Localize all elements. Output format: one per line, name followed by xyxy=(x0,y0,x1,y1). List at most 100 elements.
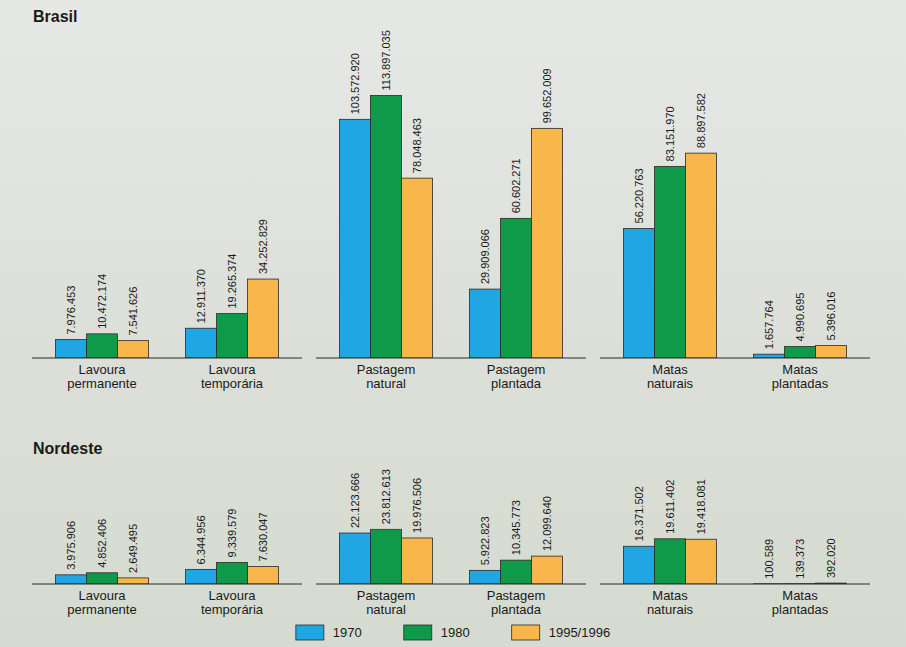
legend-label: 1995/1996 xyxy=(549,625,610,640)
bar: 1980 xyxy=(785,346,816,358)
bar xyxy=(248,566,279,584)
data-label: 88.897.582 xyxy=(695,93,707,148)
data-label: 60.602.271 xyxy=(510,158,522,213)
category-label: Pastagemnatural xyxy=(357,588,416,617)
bar: 1995/1996 xyxy=(402,178,433,358)
bar: 1970 xyxy=(624,228,655,358)
bar xyxy=(655,539,686,584)
data-label: 10.345.773 xyxy=(510,500,522,555)
bar xyxy=(56,575,87,584)
category-label: Lavouratemporária xyxy=(201,362,264,391)
data-label: 12.911.370 xyxy=(195,269,207,323)
data-label: 56.220.763 xyxy=(633,168,645,223)
legend-swatch xyxy=(512,625,540,640)
category-label: Pastagemplantada xyxy=(487,362,546,391)
data-label: 83.151.970 xyxy=(664,106,676,161)
data-label: 12.099.640 xyxy=(541,496,553,551)
bar xyxy=(87,573,118,584)
category-label: Pastagemplantada xyxy=(487,588,546,617)
panel-title: Nordeste xyxy=(33,440,102,457)
bar xyxy=(118,578,149,584)
bar: 1970 xyxy=(186,328,217,358)
data-label: 139.373 xyxy=(794,539,806,579)
baseline xyxy=(316,358,586,359)
legend-label: 1970 xyxy=(333,625,362,640)
category-label: Matasnaturais xyxy=(647,362,694,391)
legend: 1970 1980 1995/1996 xyxy=(296,625,610,640)
legend-label: 1980 xyxy=(441,625,470,640)
bar: 1970 xyxy=(56,340,87,358)
data-label: 7.630.047 xyxy=(257,512,269,561)
data-label: 103.572.920 xyxy=(349,53,361,114)
data-label: 34.252.829 xyxy=(257,219,269,274)
bar xyxy=(217,562,248,584)
panel: Brasil197019801995/1996197019801995/1996… xyxy=(32,8,870,391)
bar xyxy=(470,570,501,584)
bars xyxy=(56,529,847,584)
data-label: 7.541.626 xyxy=(127,287,139,336)
category-label: Pastagemnatural xyxy=(357,362,416,391)
data-labels: 7.976.453 10.472.174 7.541.626 12.911.370 19… xyxy=(65,30,837,349)
baseline xyxy=(32,358,302,359)
legend-swatch xyxy=(296,625,324,640)
bar xyxy=(402,538,433,584)
data-label: 2.649.495 xyxy=(127,524,139,573)
chart: Brasil197019801995/1996197019801995/1996… xyxy=(0,0,906,647)
bar: 1980 xyxy=(87,334,118,358)
bar xyxy=(371,529,402,584)
bar: 1995/1996 xyxy=(118,341,149,358)
data-label: 99.652.009 xyxy=(541,68,553,123)
data-label: 19.418.081 xyxy=(695,479,707,534)
bar: 1980 xyxy=(371,96,402,358)
category-label: Matasplantadas xyxy=(772,588,829,617)
data-label: 3.975.906 xyxy=(65,521,77,570)
data-label: 7.976.453 xyxy=(65,286,77,335)
bar: 1995/1996 xyxy=(248,279,279,358)
data-label: 9.339.579 xyxy=(226,509,238,558)
bar xyxy=(340,533,371,584)
category-label: Matasnaturais xyxy=(647,588,694,617)
panel-title: Brasil xyxy=(33,8,77,25)
bar: 1980 xyxy=(655,166,686,358)
bar: 1995/1996 xyxy=(816,346,847,358)
bar: 1995/1996 xyxy=(532,128,563,358)
bar: 1970 xyxy=(470,289,501,358)
panel: Nordeste 3.975.906 4.852.406 2.649.495 6.344… xyxy=(32,440,870,617)
data-label: 78.048.463 xyxy=(411,118,423,173)
bar xyxy=(624,546,655,584)
data-label: 100.589 xyxy=(763,539,775,579)
bar xyxy=(532,556,563,584)
data-label: 23.812.613 xyxy=(380,469,392,524)
data-label: 16.371.502 xyxy=(633,486,645,541)
category-label: Lavouratemporária xyxy=(201,588,264,617)
data-label: 19.976.506 xyxy=(411,478,423,533)
bars: 197019801995/1996197019801995/1996197019… xyxy=(56,96,847,358)
bar xyxy=(186,569,217,584)
data-label: 5.922.823 xyxy=(479,516,491,565)
bar: 1980 xyxy=(217,314,248,358)
data-label: 10.472.174 xyxy=(96,274,108,329)
data-label: 19.611.402 xyxy=(664,480,676,534)
bar: 1970 xyxy=(754,354,785,358)
baseline xyxy=(600,358,870,359)
data-label: 4.990.695 xyxy=(794,293,806,342)
bar xyxy=(501,560,532,584)
baseline xyxy=(32,584,302,585)
bar xyxy=(686,539,717,584)
category-label: Matasplantadas xyxy=(772,362,829,391)
data-label: 19.265.374 xyxy=(226,254,238,309)
legend-swatch xyxy=(404,625,432,640)
data-label: 1.657.764 xyxy=(763,300,775,349)
data-label: 22.123.666 xyxy=(349,473,361,528)
data-label: 392.020 xyxy=(825,538,837,578)
bar: 1970 xyxy=(340,119,371,358)
data-label: 4.852.406 xyxy=(96,519,108,568)
data-labels: 3.975.906 4.852.406 2.649.495 6.344.956 9.33… xyxy=(65,469,837,579)
baseline xyxy=(600,584,870,585)
data-label: 6.344.956 xyxy=(195,515,207,564)
category-label: Lavourapermanente xyxy=(67,588,136,617)
bar: 1980 xyxy=(501,218,532,358)
category-label: Lavourapermanente xyxy=(67,362,136,391)
data-label: 29.909.066 xyxy=(479,229,491,284)
baseline xyxy=(316,584,586,585)
